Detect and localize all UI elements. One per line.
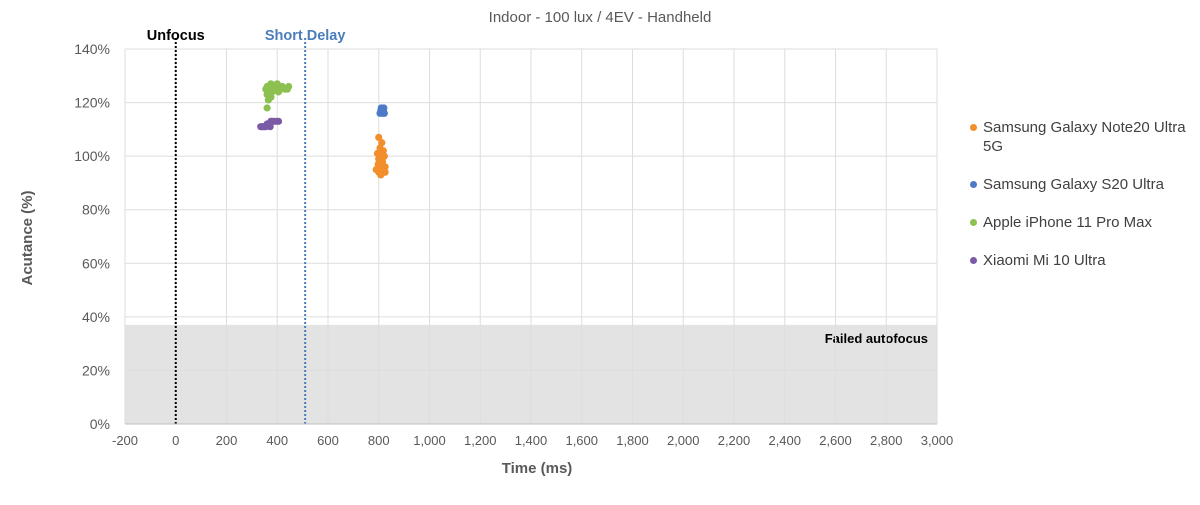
x-tick-label: 1,200 <box>464 433 497 448</box>
y-tick-label: 60% <box>82 255 110 271</box>
x-tick-label: 0 <box>172 433 179 448</box>
legend-label: Apple iPhone 11 Pro Max <box>983 214 1152 231</box>
x-tick-label: 2,200 <box>718 433 751 448</box>
x-tick-label: 2,400 <box>768 433 801 448</box>
data-point <box>263 104 271 112</box>
x-tick-label: 600 <box>317 433 339 448</box>
legend-label: Samsung Galaxy Note20 Ultra 5G <box>983 119 1186 155</box>
data-point <box>375 149 384 158</box>
legend-label: Samsung Galaxy S20 Ultra <box>983 176 1164 193</box>
y-axis-title: Acutance (%) <box>19 190 36 285</box>
legend-item: Apple iPhone 11 Pro Max <box>968 213 1193 232</box>
legend-marker-icon <box>970 181 977 188</box>
legend-item: Samsung Galaxy S20 Ultra <box>968 175 1193 194</box>
data-point <box>274 88 283 96</box>
data-point <box>283 85 291 93</box>
legend-marker-icon <box>970 124 977 131</box>
x-axis-title: Time (ms) <box>502 460 573 477</box>
y-tick-label: 0% <box>90 416 110 432</box>
data-point <box>264 96 272 104</box>
x-tick-label: 2,600 <box>819 433 852 448</box>
legend-item: Xiaomi Mi 10 Ultra <box>968 251 1193 270</box>
legend-item: Samsung Galaxy Note20 Ultra 5G <box>968 118 1193 156</box>
data-point <box>375 133 383 141</box>
data-point <box>274 117 283 125</box>
x-tick-label: 200 <box>216 433 238 448</box>
y-tick-label: 140% <box>74 41 110 57</box>
x-tick-label: 3,000 <box>921 433 954 448</box>
reference-line-label: Unfocus <box>147 28 205 44</box>
x-tick-label: 2,800 <box>870 433 903 448</box>
y-tick-label: 20% <box>82 362 110 378</box>
failed-autofocus-label: Failed autofocus <box>825 331 928 346</box>
data-point <box>377 107 385 115</box>
x-tick-label: 2,000 <box>667 433 700 448</box>
x-tick-label: -200 <box>112 433 138 448</box>
chart-title: Indoor - 100 lux / 4EV - Handheld <box>489 9 712 26</box>
x-tick-label: 400 <box>266 433 288 448</box>
x-tick-label: 1,800 <box>616 433 649 448</box>
data-point <box>377 171 385 179</box>
x-tick-label: 800 <box>368 433 390 448</box>
legend-label: Xiaomi Mi 10 Ultra <box>983 252 1106 269</box>
chart-legend: Samsung Galaxy Note20 Ultra 5G Samsung Ga… <box>968 118 1193 289</box>
data-point <box>266 123 274 131</box>
x-tick-label: 1,000 <box>413 433 446 448</box>
reference-line-label: Short Delay <box>265 28 346 44</box>
x-tick-label: 1,600 <box>565 433 598 448</box>
y-tick-label: 80% <box>82 202 110 218</box>
y-tick-label: 40% <box>82 309 110 325</box>
y-tick-label: 100% <box>74 148 110 164</box>
y-tick-label: 120% <box>74 95 110 111</box>
legend-marker-icon <box>970 219 977 226</box>
x-tick-label: 1,400 <box>515 433 548 448</box>
legend-marker-icon <box>970 257 977 264</box>
